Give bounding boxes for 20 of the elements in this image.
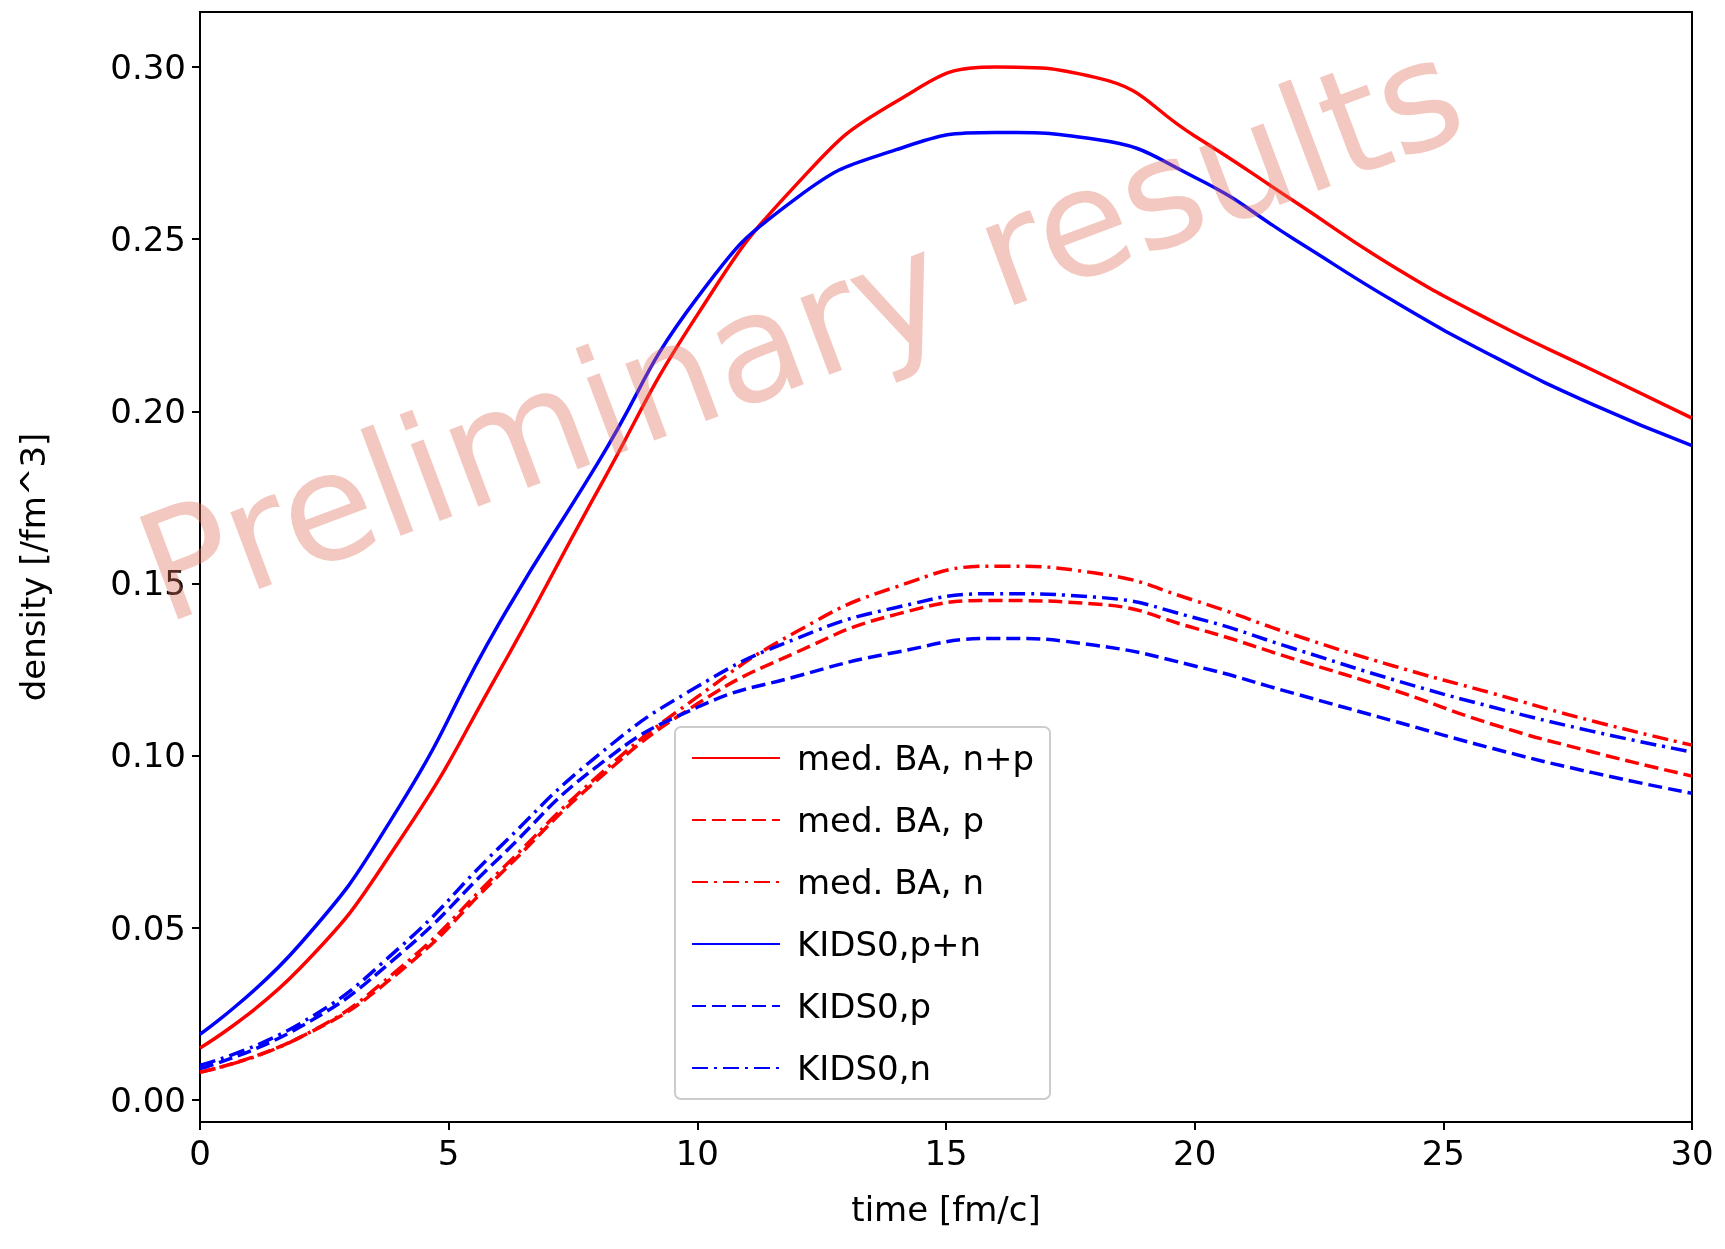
y-tick-label: 0.05 — [110, 907, 186, 948]
legend-label: KIDS0,p+n — [796, 924, 982, 964]
y-tick-label: 0.10 — [110, 735, 186, 776]
x-axis-title: time [fm/c] — [851, 1189, 1041, 1229]
y-tick-label: 0.30 — [110, 47, 186, 88]
x-tick-label: 15 — [924, 1133, 968, 1173]
legend-label: med. BA, p — [796, 800, 984, 840]
legend-label: med. BA, n — [796, 862, 984, 902]
y-tick-label: 0.25 — [110, 219, 186, 260]
x-tick-label: 0 — [189, 1133, 211, 1173]
x-tick-label: 10 — [675, 1133, 719, 1173]
legend-label: KIDS0,p — [796, 986, 932, 1026]
x-tick-label: 30 — [1670, 1133, 1714, 1173]
legend-label: KIDS0,n — [796, 1048, 932, 1088]
y-tick-label: 0.00 — [110, 1079, 186, 1120]
x-tick-label: 20 — [1173, 1133, 1217, 1173]
y-axis-title: density [/fm^3] — [13, 432, 53, 702]
x-tick-label: 5 — [437, 1133, 460, 1173]
x-tick-label: 25 — [1421, 1133, 1465, 1173]
legend-label: med. BA, n+p — [796, 738, 1035, 778]
